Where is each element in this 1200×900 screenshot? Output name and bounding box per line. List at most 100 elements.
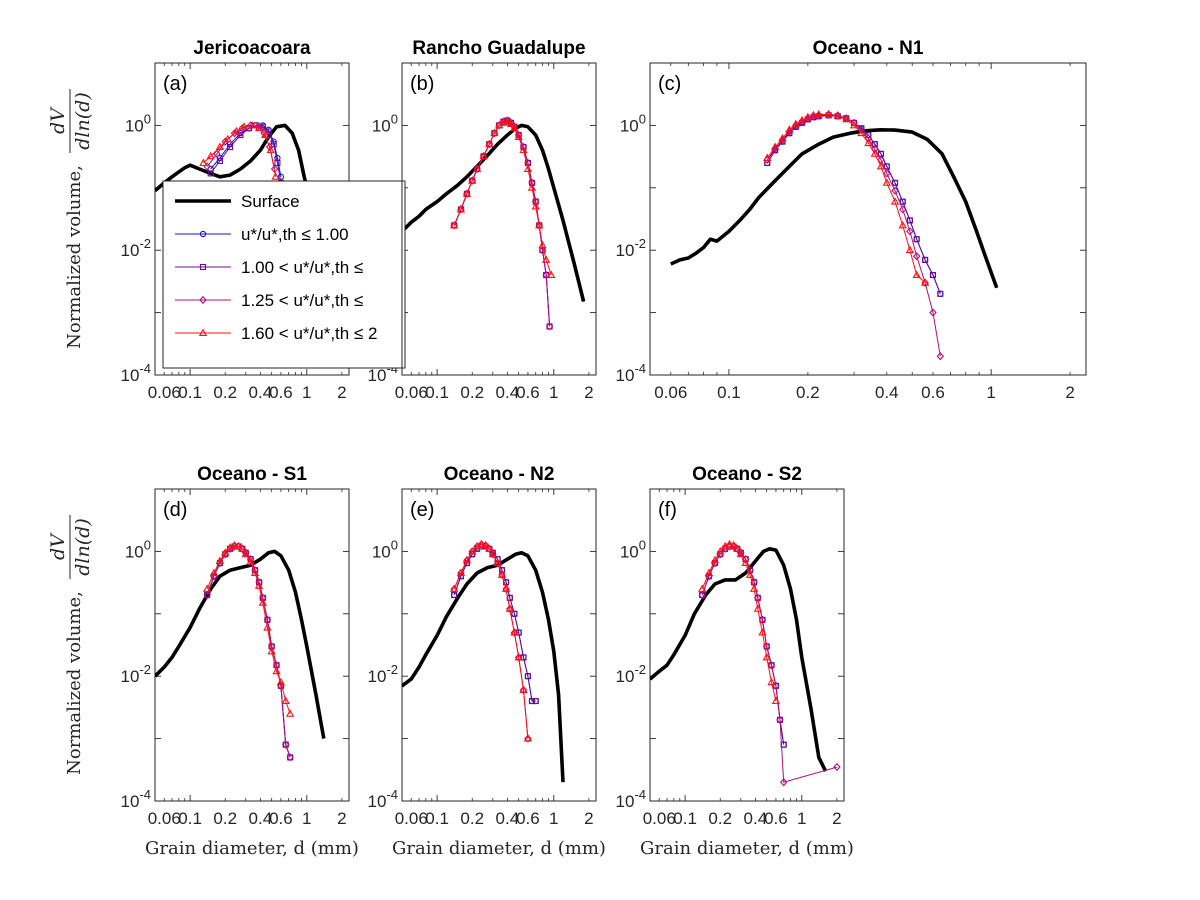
series-4-point (223, 134, 232, 143)
series-4-point (490, 128, 499, 137)
series-4-point (519, 145, 528, 154)
series-4-point (857, 128, 866, 137)
series-4-point (745, 570, 755, 578)
series-3-point (221, 137, 229, 146)
legend-swatch-marker (199, 263, 207, 271)
series-3-point (542, 270, 550, 280)
series-4-point (254, 123, 264, 132)
series-3-point (457, 205, 465, 214)
series-4-point (542, 255, 551, 263)
x-tick-label: 2 (1065, 383, 1074, 402)
y-tick-label: 100 (125, 537, 151, 561)
series-4-point (254, 581, 264, 589)
y-axis-label-text: Normalized volume, (64, 591, 85, 775)
x-tick-label: 0.1 (178, 383, 202, 402)
legend-label: 1.25 < u*/u*,th ≤ (241, 291, 363, 310)
series-4-point (710, 555, 720, 564)
panel-title: Oceano - S1 (197, 464, 307, 485)
series-4-point (842, 114, 851, 123)
x-tick-label: 0.1 (425, 383, 449, 402)
x-tick-label: 2 (584, 809, 593, 828)
series-1-point (277, 173, 285, 180)
series-4-point (733, 544, 742, 552)
series-3-point (698, 590, 706, 600)
y-tick-label: 10-2 (368, 662, 398, 686)
y-tick-label: 100 (620, 537, 646, 561)
series-4-point (456, 568, 466, 576)
series-3-point (463, 556, 471, 565)
x-tick-label: 0.4 (249, 809, 273, 828)
series-4-point (876, 161, 886, 170)
series-4-point (716, 546, 725, 555)
legend-entry: 1.60 < u*/u*,th ≤ 2 (175, 324, 377, 343)
series-3-point (864, 134, 873, 143)
x-tick-label: 0.1 (673, 809, 697, 828)
x-axis-label: Grain diameter, d (mm) (145, 838, 359, 859)
series-4-point (753, 604, 762, 612)
x-tick-label: 0.6 (516, 383, 540, 402)
plot-frame (401, 488, 597, 802)
series-4-point (477, 539, 486, 548)
series-4-point (763, 153, 772, 161)
series-4-point (704, 568, 714, 576)
y-tick-label: 10-2 (121, 236, 151, 260)
legend-swatch-marker (198, 328, 208, 336)
series-3-point (213, 149, 221, 158)
series-4-point (849, 120, 859, 129)
series-4-point (468, 546, 477, 555)
series-2-point (498, 567, 506, 574)
y-tick-label: 10-2 (616, 662, 646, 686)
series-4-point (785, 125, 794, 133)
series-2-point (899, 198, 906, 205)
x-tick-label: 0.2 (708, 809, 732, 828)
series-4-point (239, 122, 249, 130)
series-4-point (456, 204, 466, 213)
series-3-point (883, 169, 891, 178)
plot-frame (649, 62, 1087, 376)
series-3-point (506, 604, 514, 613)
series-3-point (929, 308, 937, 317)
series-4-point (481, 540, 490, 549)
series-line-4 (206, 544, 291, 714)
series-4-point (206, 151, 215, 160)
series-3-point (776, 715, 784, 724)
series-4-point (791, 119, 801, 128)
series-4-point (246, 557, 255, 565)
series-4-point (749, 584, 759, 592)
series-2-point (274, 159, 281, 167)
series-4-point (824, 109, 833, 118)
y-tick-label: 100 (372, 111, 398, 135)
series-4-point (803, 112, 813, 121)
series-4-point (472, 164, 482, 172)
series-3-point (490, 129, 499, 138)
panel-title: Jericoacoara (193, 38, 311, 59)
series-4-point (809, 110, 818, 119)
series-2-point (524, 673, 531, 680)
x-tick-label: 1 (302, 809, 311, 828)
y-tick-label: 10-4 (121, 361, 151, 385)
series-4-point (527, 183, 537, 191)
legend-label: Surface (241, 192, 300, 211)
x-tick-label: 1 (549, 809, 558, 828)
series-3-point (898, 205, 907, 214)
y-tick-label: 100 (620, 111, 646, 135)
series-2-point (913, 236, 920, 243)
legend-entry: Surface (175, 192, 300, 211)
series-4-point (479, 151, 488, 160)
legend-entry: 1.00 < u*/u*,th ≤ (175, 258, 363, 277)
x-tick-label: 0.1 (425, 809, 449, 828)
series-3-point (758, 615, 767, 624)
series-2-point (532, 697, 539, 705)
x-tick-label: 0.4 (875, 383, 899, 402)
panels-group: 0.060.1 0.2 0.40.6 1 210-410-2100Jericoacoar… (121, 38, 1087, 828)
series-3-point (711, 558, 719, 568)
series-4-point (771, 696, 781, 704)
series-4-point (503, 117, 512, 125)
series-3-point (265, 142, 274, 152)
x-axis-label: Grain diameter, d (mm) (640, 838, 854, 859)
y-axis-fraction: dV dln(d) (47, 515, 94, 579)
series-4-point (501, 584, 511, 592)
plot-area (402, 116, 586, 331)
series-4-point (778, 133, 787, 142)
x-tick-label: 0.6 (921, 383, 945, 402)
